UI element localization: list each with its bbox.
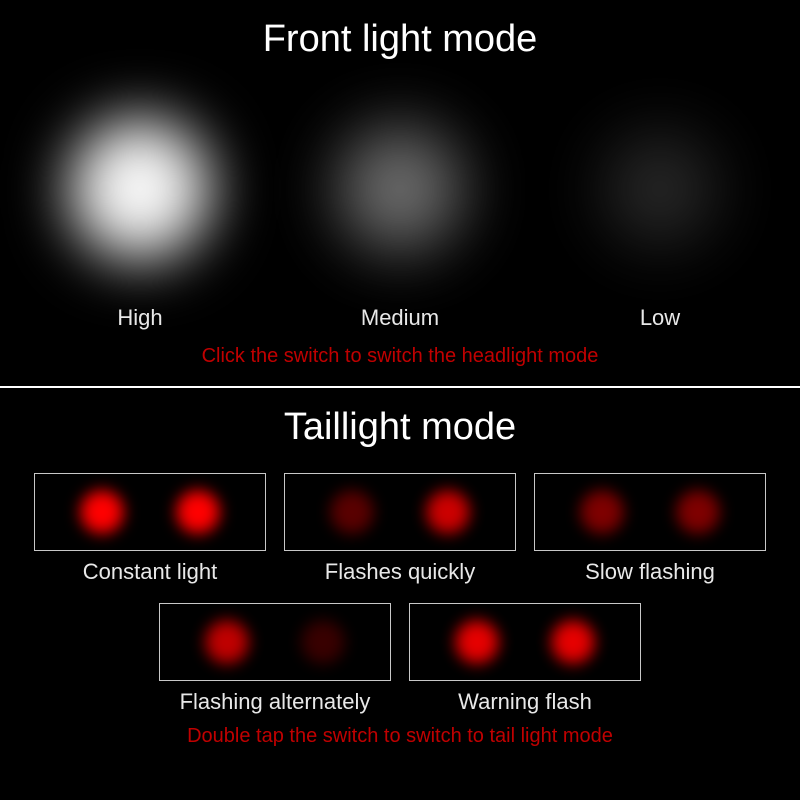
front-glow-medium — [280, 79, 520, 299]
front-glow-high — [20, 79, 260, 299]
front-label-medium: Medium — [270, 305, 530, 331]
front-light-row — [0, 69, 800, 309]
front-title: Front light mode — [0, 0, 800, 69]
tail-box — [284, 473, 516, 551]
tail-mode-flashes-quickly: Flashes quickly — [284, 473, 516, 585]
glow-icon — [55, 104, 225, 274]
tail-instruction: Double tap the switch to switch to tail … — [0, 725, 800, 748]
front-mode-medium — [270, 79, 530, 299]
front-mode-low — [530, 79, 790, 299]
tail-label: Flashing alternately — [180, 689, 371, 715]
led-icon — [324, 484, 380, 540]
led-icon — [170, 484, 226, 540]
tail-box — [409, 603, 641, 681]
tail-label: Flashes quickly — [325, 559, 475, 585]
front-mode-high — [10, 79, 270, 299]
led-icon — [670, 484, 726, 540]
tail-label: Warning flash — [458, 689, 592, 715]
tail-box — [534, 473, 766, 551]
front-label-low: Low — [530, 305, 790, 331]
led-icon — [74, 484, 130, 540]
front-label-high: High — [10, 305, 270, 331]
tail-light-grid: Constant light Flashes quickly Slow flas… — [0, 457, 800, 715]
tail-title: Taillight mode — [0, 388, 800, 457]
tail-label: Slow flashing — [585, 559, 715, 585]
tail-box — [159, 603, 391, 681]
tail-mode-constant: Constant light — [34, 473, 266, 585]
glow-icon — [585, 114, 735, 264]
led-icon — [574, 484, 630, 540]
front-glow-low — [540, 79, 780, 299]
tail-box — [34, 473, 266, 551]
led-icon — [449, 614, 505, 670]
front-instruction: Click the switch to switch the headlight… — [0, 345, 800, 368]
led-icon — [545, 614, 601, 670]
front-label-row: High Medium Low — [0, 305, 800, 331]
tail-mode-warning-flash: Warning flash — [409, 603, 641, 715]
tail-mode-flashing-alternately: Flashing alternately — [159, 603, 391, 715]
led-icon — [420, 484, 476, 540]
glow-icon — [320, 109, 480, 269]
led-icon — [199, 614, 255, 670]
led-icon — [295, 614, 351, 670]
tail-label: Constant light — [83, 559, 218, 585]
tail-mode-slow-flashing: Slow flashing — [534, 473, 766, 585]
